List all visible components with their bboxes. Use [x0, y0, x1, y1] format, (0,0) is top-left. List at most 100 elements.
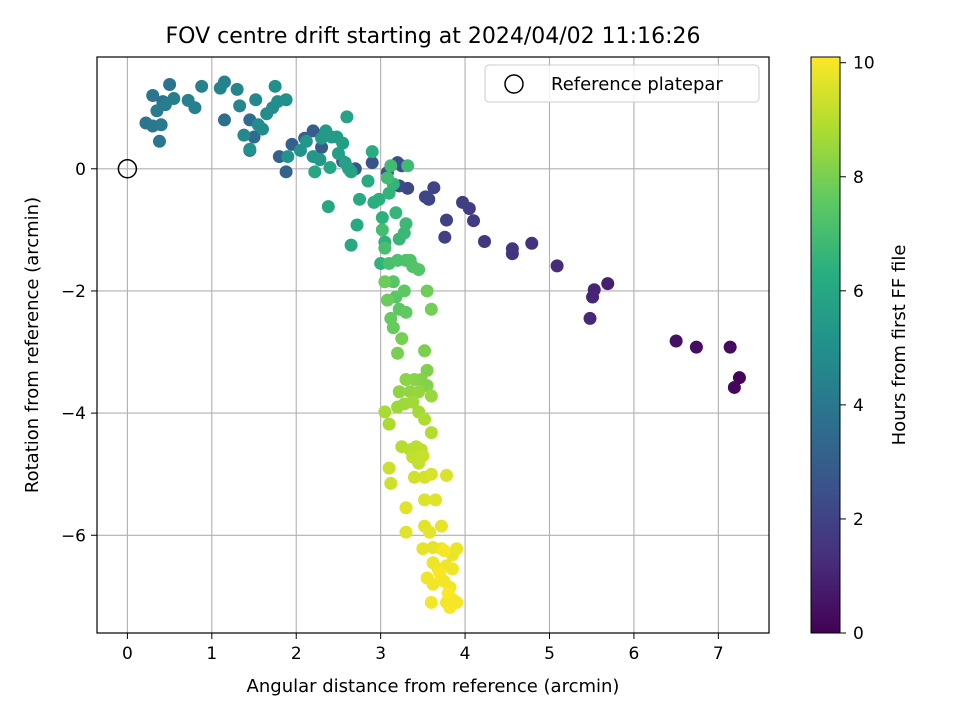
scatter-point [477, 234, 491, 248]
scatter-point [723, 340, 737, 354]
scatter-point [331, 147, 345, 161]
x-tick-label: 3 [375, 644, 386, 664]
scatter-point [372, 192, 386, 206]
colorbar-ticks: 0 2 4 6 8 10 [840, 54, 875, 644]
scatter-point [247, 130, 261, 144]
scatter-point [399, 501, 413, 515]
colorbar-gradient [810, 56, 841, 634]
x-tick-label: 1 [206, 644, 217, 664]
x-tick-label: 7 [713, 644, 724, 664]
scatter-point [669, 334, 683, 348]
x-axis: 0 1 2 3 4 5 6 7 [122, 633, 724, 664]
scatter-point [268, 79, 282, 93]
x-tick-label: 2 [291, 644, 302, 664]
data-points [117, 75, 746, 614]
scatter-point [426, 577, 440, 591]
scatter-point [336, 136, 350, 150]
scatter-point [440, 468, 454, 482]
scatter-point [243, 142, 257, 156]
scatter-point [350, 218, 364, 232]
scatter-point [217, 75, 231, 89]
scatter-point [386, 321, 400, 335]
scatter-point [412, 263, 426, 277]
y-tick-label: −4 [61, 404, 86, 424]
colorbar-tick-label: 10 [853, 54, 875, 74]
scatter-point [424, 302, 438, 316]
scatter-point [384, 476, 398, 490]
scatter-point [375, 211, 389, 225]
scatter-point [416, 542, 430, 556]
scatter-point [392, 385, 406, 399]
scatter-point [406, 395, 420, 409]
scatter-point [434, 519, 448, 533]
scatter-point [433, 566, 447, 580]
scatter-point [340, 110, 354, 124]
legend: Reference platepar [484, 64, 760, 103]
scatter-point [361, 174, 375, 188]
scatter-point [378, 405, 392, 419]
scatter-point [365, 145, 379, 159]
scatter-point [313, 153, 327, 167]
scatter-point [237, 128, 251, 142]
scatter-point [418, 344, 432, 358]
scatter-point [727, 380, 741, 394]
colorbar-tick-label: 4 [853, 396, 864, 416]
scatter-point [440, 213, 454, 227]
scatter-point [438, 230, 452, 244]
scatter-point [344, 165, 358, 179]
scatter-point [429, 493, 443, 507]
colorbar-tick-label: 8 [853, 168, 864, 188]
y-tick-label: −6 [61, 526, 86, 546]
scatter-point [399, 217, 413, 231]
scatter-point [233, 99, 247, 113]
scatter-point [418, 493, 432, 507]
scatter-point [399, 305, 413, 319]
scatter-point [441, 586, 455, 600]
colorbar-tick-label: 2 [853, 510, 864, 530]
scatter-point [732, 371, 746, 385]
scatter-point [230, 82, 244, 96]
scatter-point [550, 259, 564, 273]
scatter-point [412, 385, 426, 399]
scatter-point [380, 293, 394, 307]
scatter-point [321, 200, 335, 214]
scatter-point [378, 275, 392, 289]
scatter-point [154, 118, 168, 132]
scatter-point [424, 467, 438, 481]
scatter-point [315, 140, 329, 154]
scatter-point [395, 332, 409, 346]
scatter-point [689, 340, 703, 354]
scatter-point [306, 124, 320, 138]
scatter-point [378, 241, 392, 255]
scatter-point [456, 195, 470, 209]
scatter-point [423, 525, 437, 539]
scatter-point [279, 93, 293, 107]
scatter-point [365, 156, 379, 170]
scatter-point [416, 449, 430, 463]
y-tick-label: −2 [61, 282, 86, 302]
scatter-point [407, 470, 421, 484]
scatter-point [586, 290, 600, 304]
x-axis-label: Angular distance from reference (arcmin) [247, 676, 620, 697]
colorbar-tick-label: 6 [853, 282, 864, 302]
scatter-point [391, 346, 405, 360]
legend-box [484, 64, 760, 103]
scatter-point [424, 595, 438, 609]
scatter-point [420, 284, 434, 298]
y-axis: 0 −2 −4 −6 [61, 160, 97, 546]
x-tick-label: 0 [122, 644, 133, 664]
scatter-point [375, 223, 389, 237]
scatter-point [437, 544, 451, 558]
scatter-point [389, 206, 403, 220]
scatter-point [418, 412, 432, 426]
scatter-point [163, 77, 177, 91]
scatter-point [397, 284, 411, 298]
scatter-point [427, 181, 441, 195]
scatter-point [167, 92, 181, 106]
scatter-point [279, 165, 293, 179]
scatter-point [424, 426, 438, 440]
scatter-point [255, 122, 269, 136]
scatter-point [467, 214, 481, 228]
y-axis-label: Rotation from reference (arcmin) [22, 197, 43, 493]
